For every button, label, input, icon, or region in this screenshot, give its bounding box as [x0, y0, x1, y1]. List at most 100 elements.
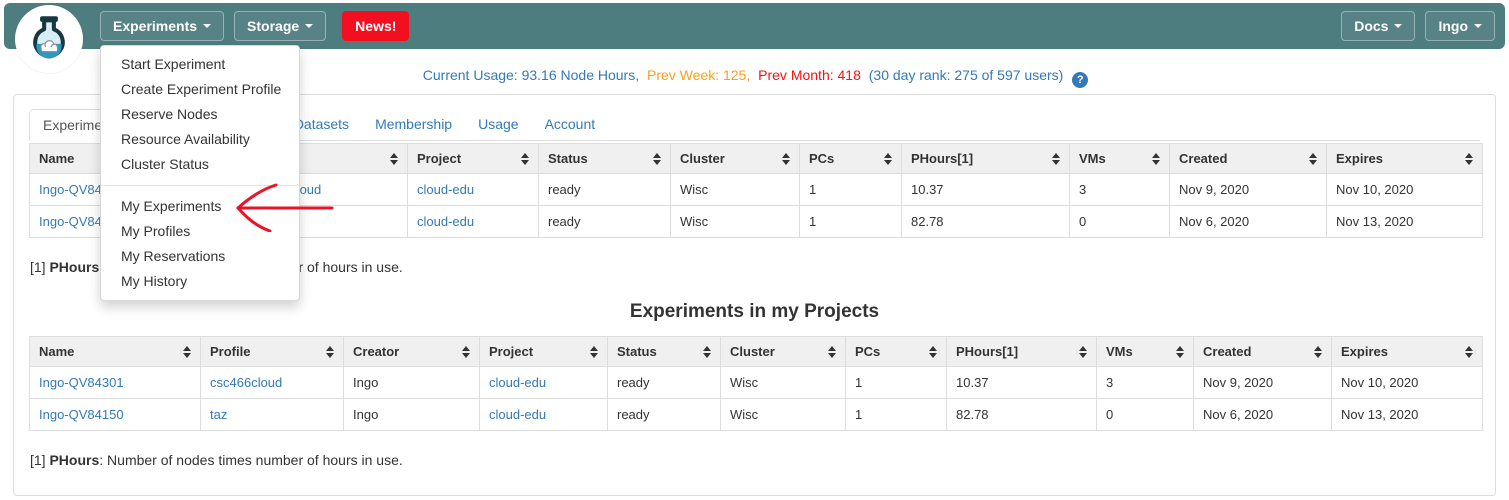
- menu-item-my-experiments[interactable]: My Experiments: [121, 198, 222, 214]
- main-panel: Experiments Datasets Membership Usage Ac…: [13, 94, 1496, 496]
- tab-usage[interactable]: Usage: [478, 116, 519, 132]
- tab-account[interactable]: Account: [544, 116, 596, 132]
- table-row: Ingo-QV84301 csc466cloud Ingo cloud-edu …: [29, 366, 1483, 399]
- col-header-vms[interactable]: VMs: [1096, 336, 1194, 367]
- created-cell: Nov 6, 2020: [1193, 398, 1332, 431]
- col-header-project[interactable]: Project: [407, 143, 539, 174]
- brand-logo[interactable]: [15, 5, 83, 73]
- creator-cell: Ingo: [343, 366, 480, 399]
- sort-icon: [1309, 152, 1317, 165]
- col-header-profile[interactable]: Profile: [200, 336, 344, 367]
- sort-icon: [653, 152, 661, 165]
- sort-icon: [326, 345, 334, 358]
- experiment-link[interactable]: Ingo-QV84301: [39, 375, 124, 390]
- menu-item-resource-availability[interactable]: Resource Availability: [121, 131, 250, 147]
- docs-menu-button[interactable]: Docs: [1341, 11, 1416, 41]
- status-cell: ready: [607, 366, 721, 399]
- creator-cell: Ingo: [343, 398, 480, 431]
- pcs-cell: 1: [845, 366, 947, 399]
- tab-membership[interactable]: Membership: [375, 116, 453, 132]
- cluster-cell: Wisc: [720, 366, 846, 399]
- vms-cell: 0: [1096, 398, 1194, 431]
- col-header-name[interactable]: Name: [29, 336, 201, 367]
- usage-prev-week: Prev Week: 125,: [647, 67, 751, 83]
- project-link[interactable]: cloud-edu: [417, 182, 475, 197]
- pcs-cell: 1: [799, 205, 902, 238]
- menu-item-cluster-status[interactable]: Cluster Status: [121, 156, 209, 172]
- sort-icon: [390, 152, 398, 165]
- vms-cell: 3: [1096, 366, 1194, 399]
- col-header-expires[interactable]: Expires: [1331, 336, 1483, 367]
- experiments-menu-button[interactable]: Experiments: [100, 11, 225, 41]
- pcs-cell: 1: [799, 173, 902, 206]
- projects-section-title: Experiments in my Projects: [629, 301, 880, 322]
- col-header-pcs[interactable]: PCs: [799, 143, 902, 174]
- created-cell: Nov 9, 2020: [1193, 366, 1332, 399]
- col-header-pcs[interactable]: PCs: [845, 336, 947, 367]
- news-button[interactable]: News!: [342, 11, 410, 41]
- usage-summary: Current Usage: 93.16 Node Hours, Prev We…: [0, 67, 1509, 88]
- sort-icon: [1079, 345, 1087, 358]
- usage-prev-month: Prev Month: 418: [758, 67, 861, 83]
- status-cell: ready: [538, 173, 671, 206]
- sort-icon: [703, 345, 711, 358]
- expires-cell: Nov 13, 2020: [1326, 205, 1483, 238]
- navbar-right-group: Docs Ingo: [1341, 11, 1495, 41]
- sort-icon: [462, 345, 470, 358]
- vms-cell: 3: [1069, 173, 1170, 206]
- menu-item-my-profiles[interactable]: My Profiles: [121, 223, 191, 239]
- profile-link[interactable]: csc466cloud: [210, 375, 283, 390]
- menu-item-create-experiment-profile[interactable]: Create Experiment Profile: [121, 81, 282, 97]
- col-header-created[interactable]: Created: [1193, 336, 1332, 367]
- col-header-phours[interactable]: PHours[1]: [946, 336, 1097, 367]
- col-header-status[interactable]: Status: [607, 336, 721, 367]
- project-link[interactable]: cloud-edu: [489, 375, 547, 390]
- tab-datasets[interactable]: Datasets: [293, 116, 350, 132]
- col-header-expires[interactable]: Expires: [1326, 143, 1483, 174]
- experiments-dropdown-menu: Start Experiment Create Experiment Profi…: [100, 45, 300, 301]
- profile-link[interactable]: taz: [210, 407, 228, 422]
- storage-menu-button[interactable]: Storage: [234, 11, 327, 41]
- sort-icon: [929, 345, 937, 358]
- cluster-cell: Wisc: [670, 173, 800, 206]
- menu-divider: [101, 185, 299, 186]
- status-cell: ready: [538, 205, 671, 238]
- project-link[interactable]: cloud-edu: [417, 214, 475, 229]
- storage-menu-label: Storage: [247, 18, 300, 34]
- caret-down-icon: [1474, 24, 1482, 28]
- top-navbar: Experiments Storage News! Docs Ingo: [4, 3, 1505, 49]
- sort-icon: [1052, 152, 1060, 165]
- menu-item-my-history[interactable]: My History: [121, 273, 188, 289]
- question-circle-icon[interactable]: ?: [1072, 72, 1089, 88]
- sort-icon: [521, 152, 529, 165]
- phours-cell: 10.37: [901, 173, 1070, 206]
- sort-icon: [590, 345, 598, 358]
- expires-cell: Nov 13, 2020: [1331, 398, 1483, 431]
- col-header-cluster[interactable]: Cluster: [670, 143, 800, 174]
- col-header-created[interactable]: Created: [1169, 143, 1327, 174]
- col-header-project[interactable]: Project: [479, 336, 608, 367]
- menu-item-reserve-nodes[interactable]: Reserve Nodes: [121, 106, 218, 122]
- phours-footnote: [1] PHours: Number of nodes times number…: [30, 452, 403, 468]
- user-menu-button[interactable]: Ingo: [1425, 11, 1495, 41]
- table-row: Ingo-QV84150 taz cloud-edu ready Wisc 1 …: [29, 205, 1483, 238]
- col-header-status[interactable]: Status: [538, 143, 671, 174]
- sort-icon: [884, 152, 892, 165]
- usage-rank: (30 day rank: 275 of 597 users): [868, 67, 1064, 83]
- col-header-creator[interactable]: Creator: [343, 336, 480, 367]
- menu-item-my-reservations[interactable]: My Reservations: [121, 248, 226, 264]
- created-cell: Nov 6, 2020: [1169, 205, 1327, 238]
- sort-icon: [1465, 152, 1473, 165]
- project-link[interactable]: cloud-edu: [489, 407, 547, 422]
- sort-icon: [1465, 345, 1473, 358]
- usage-current: Current Usage: 93.16 Node Hours,: [422, 67, 640, 83]
- experiment-link[interactable]: Ingo-QV84150: [39, 407, 124, 422]
- sort-icon: [1152, 152, 1160, 165]
- table-header-row: Name Profile Creator Project Status Clus…: [29, 336, 1483, 367]
- col-header-cluster[interactable]: Cluster: [720, 336, 846, 367]
- sort-icon: [782, 152, 790, 165]
- menu-item-start-experiment[interactable]: Start Experiment: [121, 56, 226, 72]
- col-header-vms[interactable]: VMs: [1069, 143, 1170, 174]
- col-header-phours[interactable]: PHours[1]: [901, 143, 1070, 174]
- phours-cell: 82.78: [946, 398, 1097, 431]
